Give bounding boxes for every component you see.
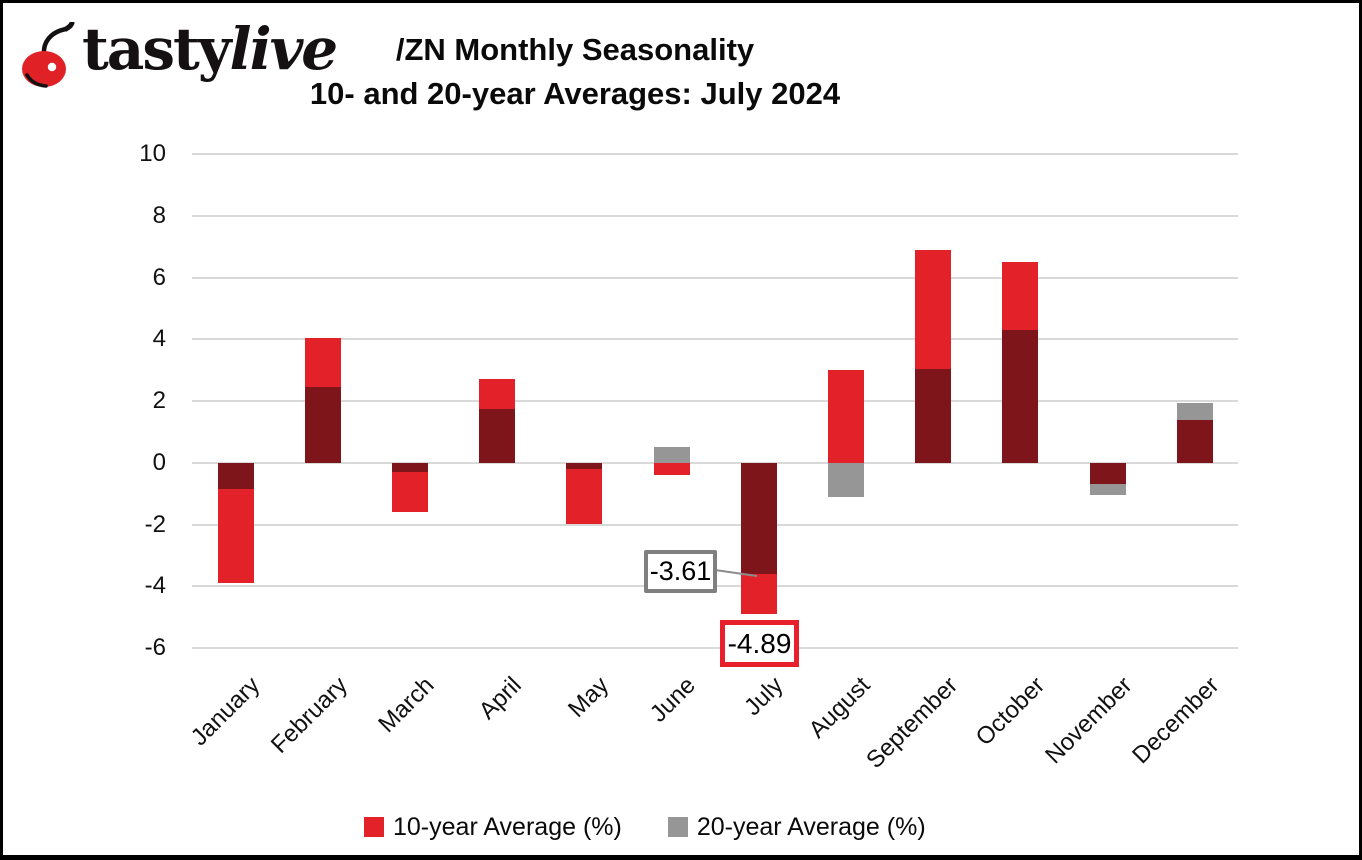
x-axis-label-november: November	[1039, 671, 1138, 770]
x-axis-label-september: September	[860, 671, 963, 774]
bar-may-10yr	[566, 468, 603, 525]
gridline-y-6	[192, 276, 1238, 279]
legend-label-20yr: 20-year Average (%)	[696, 812, 926, 841]
x-axis-label-december: December	[1127, 671, 1225, 770]
bar-july-overlap	[740, 462, 777, 575]
bar-december-overlap	[1176, 419, 1213, 463]
bar-january-10yr	[217, 488, 254, 584]
y-tick-label-2: 2	[152, 387, 166, 414]
x-axis-label-march: March	[373, 671, 440, 738]
brand-text-italic: live	[229, 15, 339, 83]
gridline-y-4	[192, 338, 1238, 341]
legend-item-10yr: 10-year Average (%)	[364, 813, 622, 842]
bar-april-10yr	[479, 379, 516, 409]
legend-item-20yr: 20-year Average (%)	[667, 812, 926, 842]
bar-february-10yr	[304, 337, 341, 388]
bar-november-overlap	[1089, 462, 1126, 485]
x-axis-label-january: January	[185, 671, 266, 752]
callout-20yr-july-value: -3.61	[649, 556, 712, 586]
gridline-y-0	[192, 461, 1238, 464]
bar-august-20yr	[827, 462, 864, 497]
legend-swatch-20yr-icon	[667, 817, 688, 837]
chart-title: /ZN Monthly Seasonality 10- and 20-year …	[275, 28, 875, 116]
y-tick-label--4: -4	[144, 572, 166, 600]
tastylive-logo: tastylive	[20, 15, 339, 88]
bar-july-10yr	[740, 574, 777, 614]
brand-wordmark: tastylive	[82, 15, 339, 83]
bar-september-10yr	[915, 249, 952, 369]
x-axis-label-july: July	[739, 671, 789, 721]
y-tick-label-6: 6	[152, 263, 166, 291]
x-axis-label-october: October	[970, 671, 1051, 752]
gridline-y--6	[192, 647, 1238, 649]
bar-november-20yr	[1089, 484, 1126, 496]
brand-text-regular: tasty	[82, 15, 232, 83]
legend-label-10yr: 10-year Average (%)	[393, 812, 622, 841]
bar-june-10yr	[653, 462, 690, 476]
x-axis-label-may: May	[562, 671, 615, 723]
chart-title-line1: /ZN Monthly Seasonality	[395, 32, 755, 67]
cherry-icon	[22, 22, 75, 88]
bar-september-overlap	[915, 368, 952, 463]
bar-october-overlap	[1002, 329, 1039, 463]
y-tick-label-0: 0	[152, 448, 166, 476]
legend: 10-year Average (%) 20-year Average (%)	[364, 810, 926, 844]
gridline-y-10	[192, 153, 1238, 155]
bar-may-overlap	[566, 462, 603, 469]
bar-march-overlap	[391, 462, 428, 472]
bar-april-overlap	[479, 408, 516, 463]
gridline-y--2	[192, 523, 1238, 526]
bar-december-20yr	[1176, 402, 1213, 420]
x-axis-label-february: February	[265, 671, 353, 759]
y-tick-label-8: 8	[152, 201, 166, 229]
bar-february-overlap	[304, 387, 341, 463]
y-tick-label-4: 4	[152, 325, 166, 353]
y-tick-label-10: 10	[139, 140, 166, 167]
bar-march-10yr	[391, 472, 428, 513]
bar-october-10yr	[1002, 262, 1039, 330]
gridline-y-8	[192, 214, 1238, 217]
chart-title-line2: 10- and 20-year Averages: July 2024	[309, 76, 841, 111]
bar-june-20yr	[653, 447, 690, 463]
callout-10yr-july: -4.89	[720, 620, 799, 667]
x-axis-label-august: August	[803, 671, 876, 744]
gridline-y-2	[192, 400, 1238, 402]
x-axis-label-april: April	[473, 671, 527, 725]
y-tick-label--6: -6	[144, 634, 166, 661]
y-tick-label--2: -2	[144, 510, 166, 538]
callout-20yr-july: -3.61	[644, 550, 717, 593]
bar-january-overlap	[217, 462, 254, 489]
x-axis-label-june: June	[645, 671, 702, 728]
bar-august-10yr	[827, 370, 864, 463]
callout-10yr-july-value: -4.89	[727, 627, 792, 659]
legend-swatch-10yr-icon	[364, 817, 384, 837]
